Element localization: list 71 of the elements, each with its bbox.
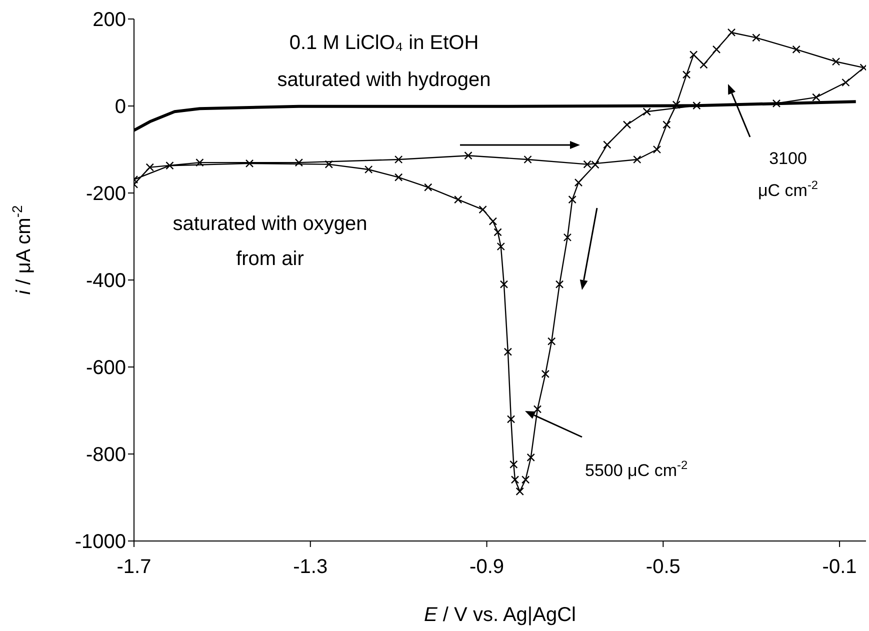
annotation: saturated with oxygen — [172, 213, 368, 235]
point — [478, 205, 487, 214]
point — [494, 228, 502, 236]
annotation: from air — [236, 248, 304, 270]
point — [533, 405, 542, 414]
y-tick-label: 0 — [114, 96, 126, 118]
point — [324, 160, 334, 168]
point — [712, 45, 721, 54]
x-tick-label: -1.3 — [293, 556, 328, 578]
point — [622, 120, 632, 129]
point — [424, 183, 432, 192]
point — [642, 108, 651, 116]
annotation: 3100 — [769, 149, 807, 168]
point — [516, 487, 524, 496]
point — [633, 155, 642, 164]
point — [812, 93, 820, 102]
point — [672, 100, 680, 109]
point — [603, 140, 612, 149]
point — [563, 233, 572, 242]
point — [146, 163, 154, 172]
x-tick-label: -0.9 — [470, 556, 504, 578]
point — [772, 99, 781, 108]
y-tick-label: -600 — [86, 357, 126, 380]
point — [496, 242, 505, 251]
point — [692, 101, 701, 110]
point — [166, 161, 174, 170]
point — [504, 348, 512, 356]
point — [568, 195, 576, 204]
x-axis-title: E / V vs. Ag|AgCl — [424, 604, 576, 626]
point — [454, 195, 462, 204]
point — [555, 280, 564, 288]
x-tick-label: -0.1 — [822, 556, 857, 578]
point — [574, 178, 583, 187]
annotation: 5500 μC cm$^{-2}$ — [585, 458, 688, 480]
point — [752, 34, 760, 42]
point — [510, 460, 518, 469]
point — [662, 120, 671, 129]
point — [510, 476, 520, 484]
point — [689, 50, 698, 59]
y-tick-label: -1000 — [74, 531, 126, 554]
point — [526, 453, 535, 462]
x-tick-label: -1.7 — [116, 556, 152, 578]
point — [652, 145, 662, 154]
point — [196, 158, 204, 167]
point — [521, 476, 530, 484]
point — [700, 60, 708, 69]
y-tick-label: -400 — [86, 270, 126, 292]
point — [682, 70, 691, 79]
annotation: saturated with hydrogen — [277, 69, 491, 91]
y-tick-label: -200 — [86, 183, 126, 206]
point — [792, 45, 800, 54]
point — [488, 217, 498, 226]
point — [245, 159, 254, 168]
point — [394, 173, 403, 182]
point — [294, 158, 304, 167]
y-tick-label: -800 — [86, 444, 126, 466]
point — [464, 151, 472, 160]
point — [506, 415, 516, 424]
point — [842, 78, 850, 87]
annotation: 0.1 M LiClO₄ in EtOH — [289, 32, 479, 54]
annotation: μC cm$^{-2}$ — [758, 178, 818, 200]
x-tick-label: -0.5 — [646, 556, 680, 578]
point — [832, 58, 840, 66]
point — [394, 155, 403, 164]
point — [547, 337, 556, 346]
point — [364, 165, 373, 174]
point — [500, 280, 508, 288]
y-tick-label: 200 — [92, 9, 126, 32]
point — [727, 28, 736, 37]
point — [541, 370, 550, 378]
point — [524, 155, 532, 164]
